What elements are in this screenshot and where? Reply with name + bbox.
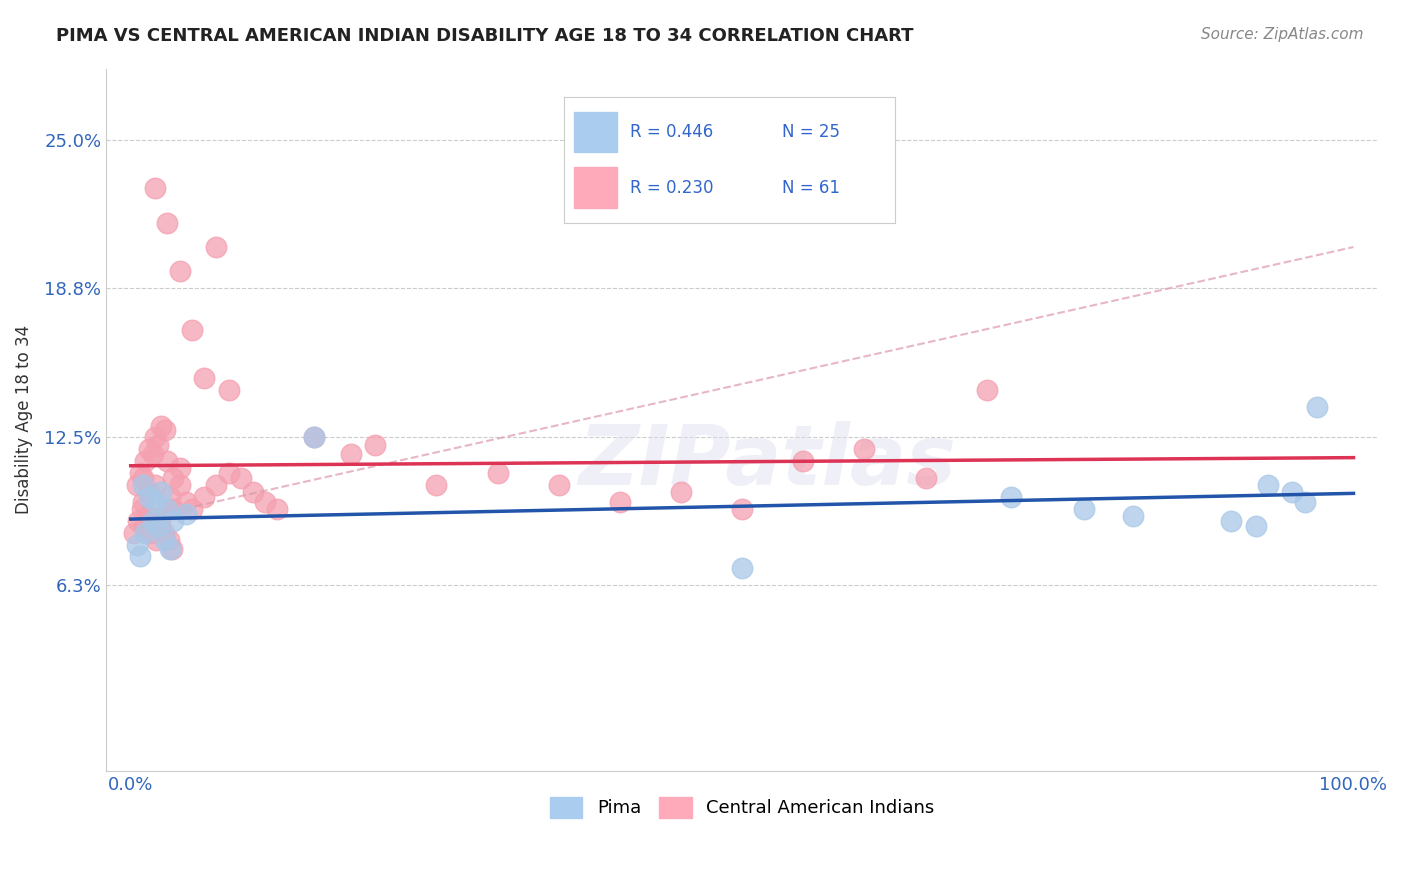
Point <box>669 485 692 500</box>
Point <box>193 490 215 504</box>
Point <box>218 466 240 480</box>
Point <box>138 442 160 457</box>
Point <box>1220 514 1243 528</box>
Point <box>146 518 169 533</box>
Point <box>143 478 166 492</box>
Point <box>132 471 155 485</box>
Point <box>125 478 148 492</box>
Text: ZIPatlas: ZIPatlas <box>579 421 956 502</box>
Point <box>169 264 191 278</box>
Point <box>162 514 184 528</box>
Point <box>425 478 447 492</box>
Point <box>218 383 240 397</box>
Point <box>162 501 184 516</box>
Point <box>1306 400 1329 414</box>
Point <box>156 501 179 516</box>
Point <box>1244 518 1267 533</box>
Point <box>127 514 149 528</box>
Point <box>914 471 936 485</box>
Point <box>156 216 179 230</box>
Point <box>138 490 160 504</box>
Point <box>152 525 174 540</box>
Point <box>150 418 173 433</box>
Point <box>150 485 173 500</box>
Point <box>138 485 160 500</box>
Point <box>142 514 165 528</box>
Point <box>1281 485 1303 500</box>
Point <box>976 383 998 397</box>
Point <box>205 478 228 492</box>
Point <box>731 501 754 516</box>
Point <box>124 525 146 540</box>
Point <box>339 447 361 461</box>
Point <box>129 549 152 564</box>
Legend: Pima, Central American Indians: Pima, Central American Indians <box>543 789 942 825</box>
Point <box>1073 501 1095 516</box>
Point <box>150 508 173 523</box>
Point <box>266 501 288 516</box>
Point <box>193 371 215 385</box>
Point <box>159 542 181 557</box>
Point <box>205 240 228 254</box>
Point <box>142 447 165 461</box>
Point <box>174 507 197 521</box>
Point <box>136 508 159 523</box>
Point <box>134 525 156 540</box>
Point <box>169 461 191 475</box>
Point <box>364 437 387 451</box>
Point <box>229 471 252 485</box>
Point <box>162 471 184 485</box>
Point <box>853 442 876 457</box>
Point <box>157 533 180 547</box>
Point <box>139 525 162 540</box>
Point <box>302 430 325 444</box>
Point <box>180 501 202 516</box>
Point <box>132 494 155 508</box>
Point <box>125 538 148 552</box>
Point <box>792 454 814 468</box>
Point <box>143 180 166 194</box>
Point <box>731 561 754 575</box>
Point <box>254 494 277 508</box>
Y-axis label: Disability Age 18 to 34: Disability Age 18 to 34 <box>15 325 32 514</box>
Point <box>143 430 166 444</box>
Point <box>609 494 631 508</box>
Point <box>302 430 325 444</box>
Point <box>156 454 179 468</box>
Point <box>145 533 167 547</box>
Point <box>143 494 166 508</box>
Point <box>1257 478 1279 492</box>
Point <box>134 518 156 533</box>
Point <box>180 323 202 337</box>
Point <box>131 501 153 516</box>
Point <box>149 518 172 533</box>
Point <box>169 478 191 492</box>
Point <box>242 485 264 500</box>
Point <box>132 478 155 492</box>
Point <box>129 466 152 480</box>
Point <box>547 478 569 492</box>
Text: Source: ZipAtlas.com: Source: ZipAtlas.com <box>1201 27 1364 42</box>
Point <box>162 542 184 557</box>
Point <box>486 466 509 480</box>
Point <box>159 490 181 504</box>
Point <box>134 454 156 468</box>
Text: PIMA VS CENTRAL AMERICAN INDIAN DISABILITY AGE 18 TO 34 CORRELATION CHART: PIMA VS CENTRAL AMERICAN INDIAN DISABILI… <box>56 27 914 45</box>
Point <box>146 437 169 451</box>
Point <box>153 533 176 547</box>
Point <box>174 494 197 508</box>
Point <box>156 501 179 516</box>
Point <box>142 514 165 528</box>
Point <box>153 423 176 437</box>
Point <box>1122 508 1144 523</box>
Point <box>1000 490 1022 504</box>
Point <box>1294 494 1316 508</box>
